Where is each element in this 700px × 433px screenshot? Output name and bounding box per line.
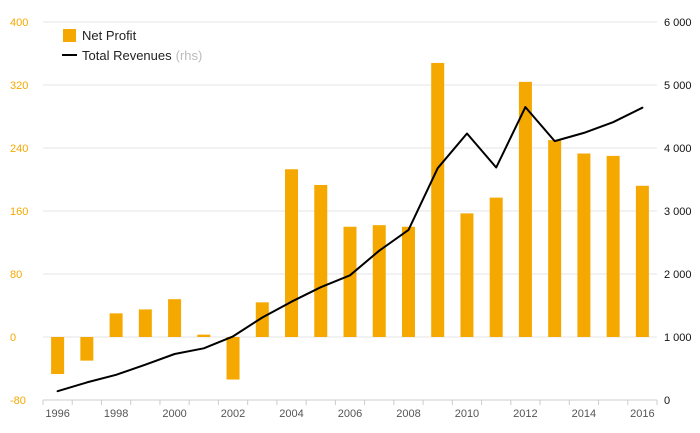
net-profit-bar bbox=[518, 81, 532, 337]
y-right-tick-label: 4 000 bbox=[664, 143, 692, 155]
legend: Net Profit Total Revenues (rhs) bbox=[62, 28, 202, 63]
net-profit-bar bbox=[80, 337, 94, 361]
total-revenues-line bbox=[56, 106, 644, 393]
x-tick-label: 2002 bbox=[221, 408, 245, 420]
x-tick-label: 2014 bbox=[572, 408, 596, 420]
y-left-tick-label: 240 bbox=[10, 143, 28, 155]
x-tick-label: 1998 bbox=[104, 408, 128, 420]
net-profit-bar bbox=[343, 226, 357, 337]
net-profit-bar bbox=[255, 302, 269, 337]
y-left-tick-label: 80 bbox=[10, 269, 22, 281]
net-profit-bar bbox=[197, 334, 211, 337]
y-left-tick-label: 400 bbox=[10, 17, 28, 29]
total-revenues-line-group bbox=[56, 106, 644, 393]
axes: -80 0 80 160 240 320 400 0 1 000 2 000 3 000 4 000 5… bbox=[10, 17, 692, 420]
y-right-tick-label: 5 000 bbox=[664, 80, 692, 92]
y-right-tick-label: 6 000 bbox=[664, 17, 692, 29]
net-profit-bar bbox=[109, 313, 123, 337]
x-tick-label: 2012 bbox=[513, 408, 537, 420]
net-profit-bar bbox=[460, 213, 474, 337]
net-profit-bar bbox=[401, 226, 415, 337]
y-right-tick-label: 2 000 bbox=[664, 269, 692, 281]
x-tick-label: 2016 bbox=[630, 408, 654, 420]
legend-label-total-revenues: Total Revenues (rhs) bbox=[82, 48, 202, 63]
y-right-tick-label: 3 000 bbox=[664, 206, 692, 218]
net-profit-bar bbox=[431, 62, 445, 337]
net-profit-bar bbox=[285, 169, 299, 337]
net-profit-bar bbox=[489, 197, 503, 337]
y-right-tick-label: 0 bbox=[664, 395, 670, 407]
net-profit-bar bbox=[168, 299, 182, 337]
y-left-tick-label: 0 bbox=[10, 332, 16, 344]
net-profit-bar bbox=[577, 153, 591, 337]
net-profit-bar bbox=[51, 337, 65, 375]
x-tick-label: 2006 bbox=[338, 408, 362, 420]
x-tick-label: 1996 bbox=[45, 408, 69, 420]
x-tick-label: 2000 bbox=[162, 408, 186, 420]
net-profit-bar bbox=[314, 185, 328, 337]
y-left-tick-label: -80 bbox=[10, 395, 26, 407]
net-profit-bar bbox=[226, 337, 240, 380]
net-profit-bar bbox=[635, 185, 649, 337]
legend-swatch-net-profit bbox=[63, 29, 76, 42]
x-tick-label: 2004 bbox=[279, 408, 303, 420]
net-profit-bar bbox=[138, 309, 152, 337]
y-right-tick-label: 1 000 bbox=[664, 332, 692, 344]
net-profit-bars bbox=[51, 62, 649, 380]
legend-label-total-revenues-name: Total Revenues bbox=[82, 48, 172, 63]
net-profit-bar bbox=[372, 225, 386, 337]
x-tick-label: 2010 bbox=[455, 408, 479, 420]
net-profit-bar bbox=[606, 155, 620, 337]
y-left-tick-label: 320 bbox=[10, 80, 28, 92]
legend-label-net-profit: Net Profit bbox=[82, 28, 137, 43]
legend-label-rhs-note: (rhs) bbox=[176, 48, 203, 63]
x-tick-label: 2008 bbox=[396, 408, 420, 420]
y-left-tick-label: 160 bbox=[10, 206, 28, 218]
net-profit-bar bbox=[548, 140, 562, 337]
